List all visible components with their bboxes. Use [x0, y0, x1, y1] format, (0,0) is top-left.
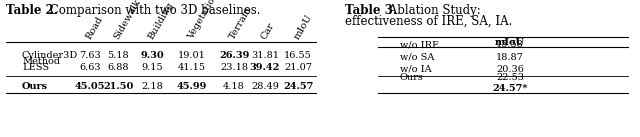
Text: Ablation Study:: Ablation Study:: [385, 4, 481, 17]
Text: 26.39: 26.39: [219, 51, 249, 60]
Text: 28.49: 28.49: [251, 82, 279, 91]
Text: 9.15: 9.15: [141, 63, 163, 72]
Text: 15.58: 15.58: [496, 40, 524, 49]
Text: 20.36: 20.36: [496, 65, 524, 74]
Text: 9.30: 9.30: [140, 51, 164, 60]
Text: effectiveness of IRE, SA, IA.: effectiveness of IRE, SA, IA.: [345, 15, 513, 28]
Text: 41.15: 41.15: [178, 63, 206, 72]
Text: LESS: LESS: [22, 63, 49, 72]
Text: 21.07: 21.07: [284, 63, 312, 72]
Text: Vegetation: Vegetation: [186, 0, 220, 41]
Text: 22.53: 22.53: [496, 73, 524, 82]
Text: w/o IA: w/o IA: [400, 65, 431, 74]
Text: 45.05: 45.05: [75, 82, 105, 91]
Text: 19.01: 19.01: [178, 51, 206, 60]
Text: 4.18: 4.18: [223, 82, 245, 91]
Text: 23.18: 23.18: [220, 63, 248, 72]
Text: 5.18: 5.18: [107, 51, 129, 60]
Text: mIoU: mIoU: [495, 38, 525, 47]
Text: Car: Car: [259, 21, 276, 41]
Text: Table 3.: Table 3.: [345, 4, 397, 17]
Text: 6.88: 6.88: [108, 63, 129, 72]
Text: 18.87: 18.87: [496, 53, 524, 62]
Text: 31.81: 31.81: [251, 51, 279, 60]
Text: Sidewalk: Sidewalk: [112, 0, 143, 41]
Text: 39.42: 39.42: [250, 63, 280, 72]
Text: Building: Building: [146, 0, 175, 41]
Text: Cylinder3D: Cylinder3D: [22, 51, 78, 60]
Text: Comparison with two 3D baselines.: Comparison with two 3D baselines.: [46, 4, 260, 17]
Text: 7.63: 7.63: [79, 51, 101, 60]
Text: 2.18: 2.18: [141, 82, 163, 91]
Text: Ours: Ours: [400, 73, 424, 82]
Text: w/o IRE: w/o IRE: [400, 40, 439, 49]
Text: Road: Road: [84, 15, 104, 41]
Text: 16.55: 16.55: [284, 51, 312, 60]
Text: Method: Method: [22, 58, 60, 66]
Text: Ours: Ours: [22, 82, 48, 91]
Text: 24.57: 24.57: [283, 82, 313, 91]
Text: Terrain: Terrain: [228, 5, 254, 41]
Text: Table 2.: Table 2.: [6, 4, 58, 17]
Text: 6.63: 6.63: [79, 63, 101, 72]
Text: 45.99: 45.99: [177, 82, 207, 91]
Text: 21.50: 21.50: [103, 82, 133, 91]
Text: w/o SA: w/o SA: [400, 53, 435, 62]
Text: mIoU: mIoU: [292, 13, 314, 41]
Text: 24.57*: 24.57*: [492, 84, 528, 93]
